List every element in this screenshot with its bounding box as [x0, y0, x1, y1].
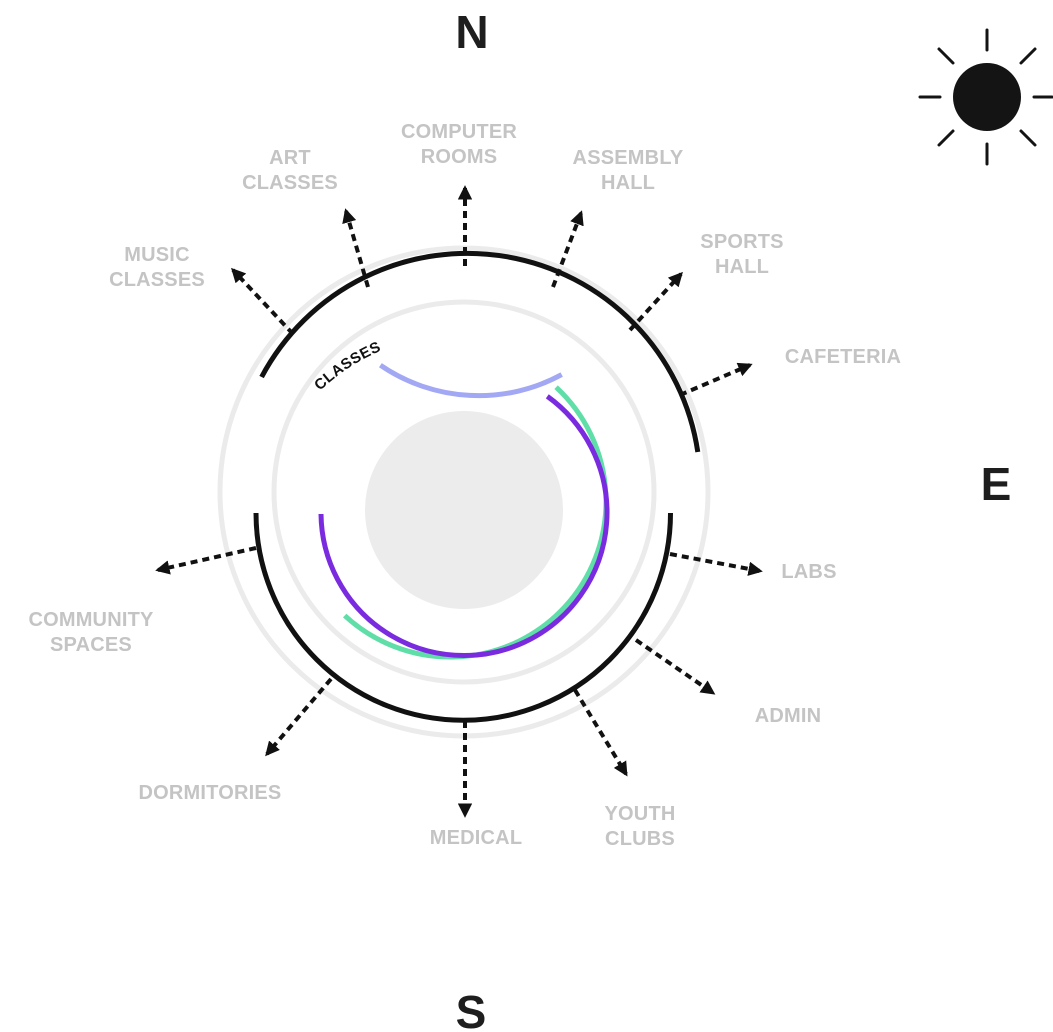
zone-label-line: SPACES [50, 634, 132, 656]
zone-label-line: SPORTS [700, 231, 783, 253]
arrow-art-classes [342, 208, 370, 288]
zone-label-line: CLASSES [242, 172, 338, 194]
faint-inner-ring [271, 299, 657, 685]
arrow-sports-hall [628, 271, 683, 332]
zone-label-assembly-hall: ASSEMBLY HALL [573, 147, 684, 194]
zone-labels: COMPUTER ROOMS ART CLASSES ASSEMBLY HALL MUSIC… [28, 121, 901, 850]
zone-label-line: ROOMS [421, 146, 498, 168]
zone-label-admin: ADMIN [755, 705, 822, 727]
center-disc [365, 411, 563, 609]
zone-label-line: ASSEMBLY [573, 147, 684, 169]
outer-ring-south-arc [253, 512, 673, 723]
arc-green [343, 385, 609, 660]
zone-label-line: CAFETERIA [785, 346, 901, 368]
zone-label-dormitories: DORMITORIES [139, 782, 282, 804]
arrow-community-spaces [155, 546, 257, 575]
zone-label-sports-hall: SPORTS HALL [700, 231, 783, 278]
compass-east: E [981, 458, 1012, 510]
zone-label-line: MEDICAL [430, 827, 523, 849]
arrow-music-classes [231, 267, 295, 336]
zone-label-medical: MEDICAL [430, 827, 523, 849]
zone-label-line: HALL [601, 172, 655, 194]
zone-label-computer-rooms: COMPUTER ROOMS [401, 121, 517, 168]
zone-label-cafeteria: CAFETERIA [785, 346, 901, 368]
zone-label-line: YOUTH [605, 803, 676, 825]
zone-label-line: ADMIN [755, 705, 822, 727]
arrow-dormitories [265, 677, 333, 757]
zone-label-line: COMPUTER [401, 121, 517, 143]
zone-label-art-classes: ART CLASSES [242, 147, 338, 194]
zone-label-line: CLASSES [109, 269, 205, 291]
zone-label-line: DORMITORIES [139, 782, 282, 804]
sun-icon [918, 28, 1053, 166]
zone-label-labs: LABS [781, 561, 836, 583]
compass-north: N [455, 6, 488, 58]
zone-label-line: ART [269, 147, 311, 169]
zone-label-line: COMMUNITY [28, 609, 154, 631]
outer-ring-north-arc [259, 250, 701, 453]
arrow-cafeteria [679, 362, 753, 397]
arrow-labs [669, 552, 763, 576]
arc-classes-lavender [378, 363, 563, 399]
zone-label-line: HALL [715, 256, 769, 278]
zone-arrows [155, 185, 763, 818]
compass-south: S [456, 986, 487, 1032]
arrow-assembly-hall [551, 210, 584, 288]
zone-label-community-spaces: COMMUNITY SPACES [28, 609, 154, 656]
zone-label-music-classes: MUSIC CLASSES [109, 244, 205, 291]
zone-label-line: LABS [781, 561, 836, 583]
zone-label-line: MUSIC [124, 244, 189, 266]
zone-label-youth-clubs: YOUTH CLUBS [605, 803, 676, 850]
arc-purple [318, 394, 610, 658]
arrow-admin [634, 638, 716, 695]
arrow-youth-clubs [573, 688, 628, 777]
ring-group [217, 245, 711, 739]
zone-label-line: CLUBS [605, 828, 675, 850]
